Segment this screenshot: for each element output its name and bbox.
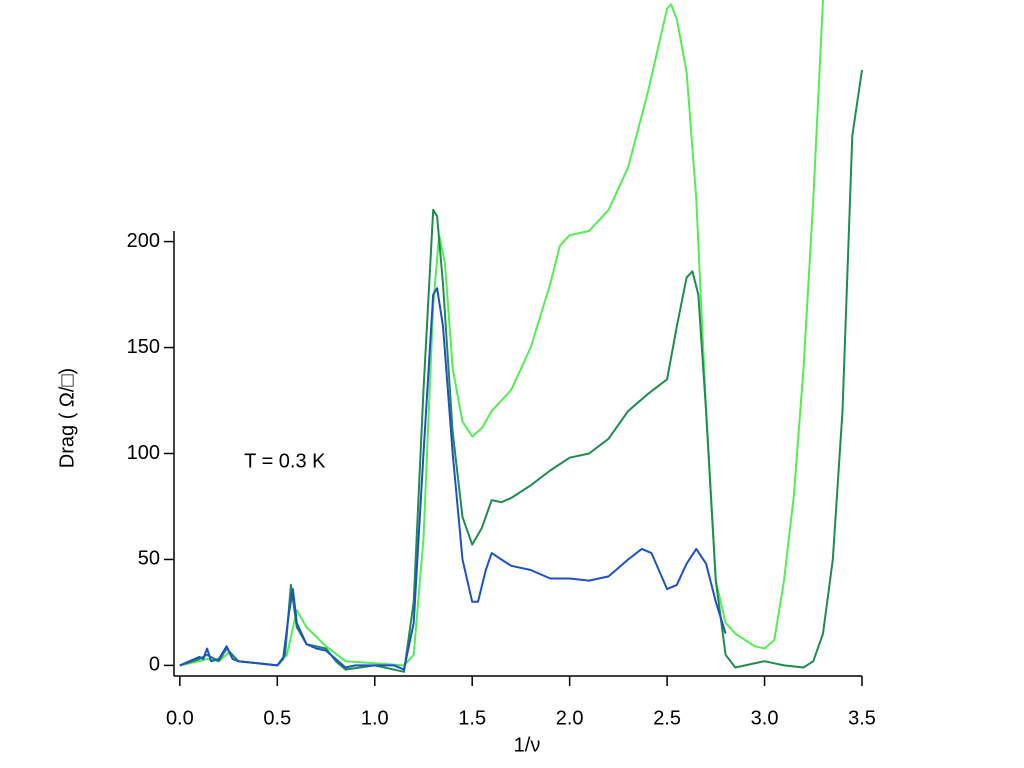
x-tick-label: 3.5 (848, 707, 876, 729)
y-tick-label: 50 (138, 548, 160, 570)
x-tick-label: 1.0 (361, 707, 389, 729)
y-tick-label: 150 (127, 336, 160, 358)
x-tick-label: 2.0 (556, 707, 584, 729)
y-tick-label: 0 (149, 654, 160, 676)
x-tick-label: 1.5 (458, 707, 486, 729)
y-tick-label: 100 (127, 442, 160, 464)
x-axis-label: 1/ν (514, 734, 541, 756)
x-tick-label: 2.5 (653, 707, 681, 729)
x-tick-label: 3.0 (751, 707, 779, 729)
data-line (179, 69, 863, 673)
x-tick-label: 0.0 (166, 707, 194, 729)
data-line (179, 287, 727, 671)
data-line (179, 0, 824, 667)
annotation: T = 0.3 K (244, 450, 326, 472)
x-tick-label: 0.5 (263, 707, 291, 729)
y-axis-label: Drag ( Ω/□) (56, 368, 78, 468)
y-tick-label: 200 (127, 230, 160, 252)
